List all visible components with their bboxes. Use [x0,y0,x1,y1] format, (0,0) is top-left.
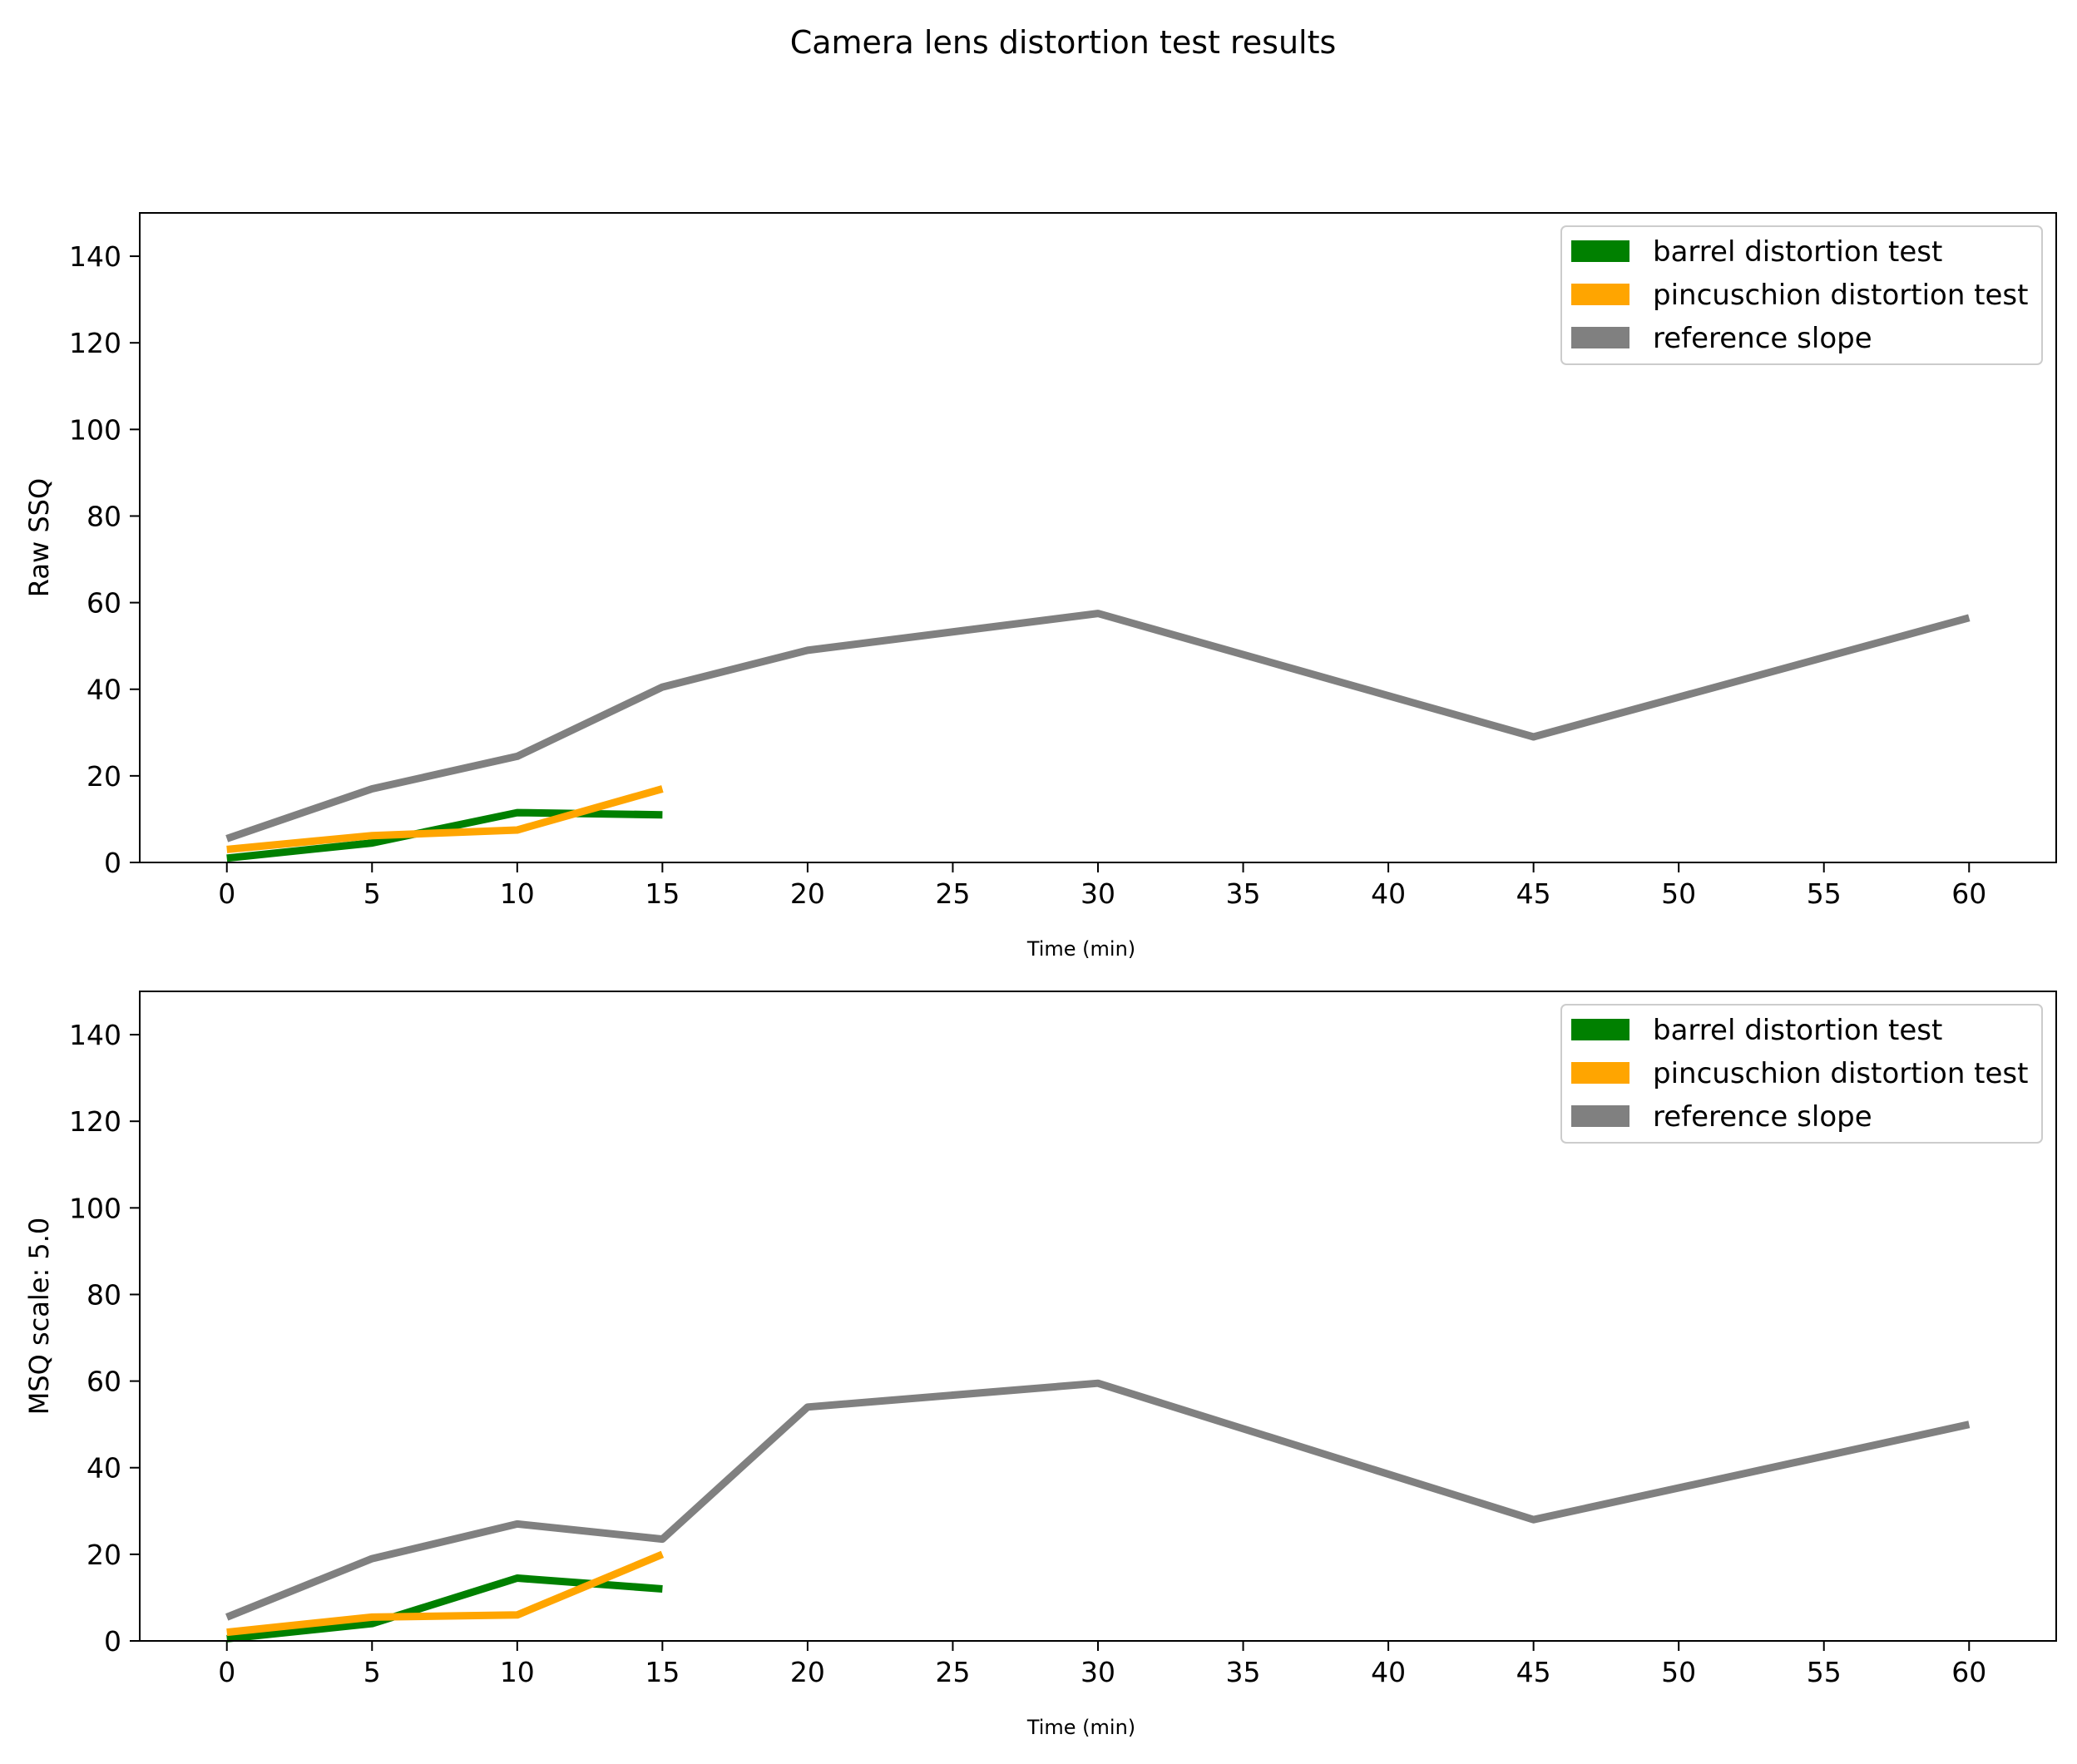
y-tick-label: 0 [104,847,121,879]
y-tick-label: 60 [87,1366,121,1398]
legend-label: reference slope [1653,1100,1872,1134]
legend-label: barrel distortion test [1653,235,1942,269]
legend-label: reference slope [1653,322,1872,355]
x-tick-label: 25 [935,877,970,910]
legend-label: pincuschion distortion test [1653,279,2028,312]
legend-swatch-barrel [1571,240,1629,262]
x-axis-label: Time (min) [1026,937,1135,961]
chart-2: 0 5 10 15 20 25 30 35 40 45 50 55 60 0 20 40 60 80 100 120 1… [23,991,2057,1739]
x-tick-label: 30 [1081,877,1115,910]
x-tick-label: 40 [1371,877,1406,910]
y-tick-label: 0 [104,1625,121,1658]
legend-swatch-reference [1571,1105,1629,1127]
x-tick-label: 15 [645,877,680,910]
y-tick-label: 120 [69,1105,121,1138]
x-tick-label: 10 [500,877,535,910]
x-tick-label: 30 [1081,1656,1115,1688]
y-tick-label: 60 [87,587,121,620]
x-tick-label: 45 [1516,1656,1551,1688]
x-tick-label: 20 [790,877,825,910]
y-tick-label: 140 [69,1019,121,1051]
legend-swatch-reference [1571,327,1629,348]
charts-root: 0 5 10 15 20 25 30 35 40 45 50 55 600204060801001201… [23,212,2057,1739]
x-tick-label: 0 [218,1656,235,1688]
series-line-pincushion [226,785,664,853]
y-tick-label: 100 [69,1192,121,1224]
x-tick-label: 60 [1951,877,1986,910]
x-tick-label: 35 [1226,877,1261,910]
y-tick-label: 120 [69,327,121,359]
x-tick-label: 5 [363,1656,381,1688]
series-line-pincushion [226,1550,665,1637]
chart-1: 0 5 10 15 20 25 30 35 40 45 50 55 60 0 20 40 60 80 100 120 1… [23,212,2057,961]
y-axis-label: Raw SSQ [23,478,55,597]
axes-frame [139,991,2057,1642]
figure-title: Camera lens distortion test results [790,24,1337,61]
legend-label: pincuschion distortion test [1653,1057,2028,1090]
x-tick-label: 35 [1226,1656,1261,1688]
y-tick-label: 80 [87,1278,121,1311]
x-tick-label: 25 [935,1656,970,1688]
x-tick-label: 45 [1516,877,1551,910]
x-tick-label: 10 [500,1656,535,1688]
legend-swatch-pincushion [1571,284,1629,305]
legend: barrel distortion test pincuschion distor… [1560,1004,2043,1144]
legend-swatch-pincushion [1571,1062,1629,1084]
y-tick-label: 20 [87,1539,121,1571]
x-tick-label: 50 [1661,877,1696,910]
legend-swatch-barrel [1571,1019,1629,1040]
y-tick-label: 40 [87,674,121,706]
x-tick-label: 40 [1371,1656,1406,1688]
y-tick-label: 140 [69,240,121,273]
legend-box [1560,225,2043,365]
y-tick-label: 80 [87,500,121,532]
series-line-reference [225,610,1971,842]
legend: barrel distortion test pincuschion distor… [1560,225,2043,365]
y-tick-label: 100 [69,413,121,446]
x-axis-label: Time (min) [1026,1716,1135,1739]
y-tick-label: 20 [87,760,121,793]
series-line-reference [225,1379,1971,1621]
axes-frame [139,212,2057,863]
x-tick-label: 55 [1807,1656,1842,1688]
legend-label: barrel distortion test [1653,1014,1942,1047]
x-tick-label: 50 [1661,1656,1696,1688]
series-line-barrel [226,808,663,862]
x-tick-label: 5 [363,877,381,910]
x-tick-label: 15 [645,1656,680,1688]
x-tick-label: 60 [1951,1656,1986,1688]
y-tick-label: 40 [87,1452,121,1485]
x-tick-label: 0 [218,877,235,910]
x-tick-label: 55 [1807,877,1842,910]
legend-box [1560,1004,2043,1144]
x-tick-label: 20 [790,1656,825,1688]
y-axis-label: MSQ scale: 5.0 [23,1218,55,1416]
